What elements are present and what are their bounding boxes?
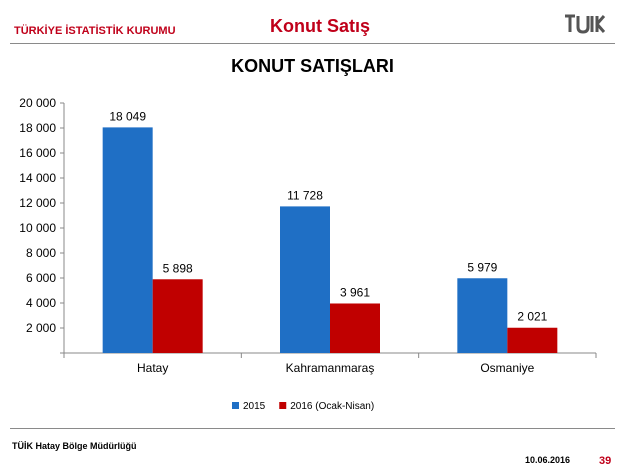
bar (330, 303, 380, 353)
data-label: 18 049 (109, 109, 146, 123)
legend-swatch (232, 402, 239, 409)
bar (507, 327, 558, 353)
y-tick-label: 18 000 (19, 121, 56, 135)
data-label: 3 961 (340, 285, 370, 299)
data-label: 2 021 (517, 310, 547, 324)
y-tick-label: 4 000 (26, 296, 56, 310)
bar (457, 278, 508, 353)
page-number: 39 (599, 455, 612, 467)
bar (152, 279, 203, 353)
data-label: 5 979 (467, 260, 497, 274)
footer-divider (10, 428, 615, 429)
y-tick-label: 6 000 (26, 271, 56, 285)
footer-date: 10.06.2016 (525, 455, 571, 465)
x-tick-label: Hatay (137, 361, 168, 375)
x-tick-label: Osmaniye (480, 361, 534, 375)
y-tick-label: 14 000 (19, 171, 56, 185)
header-divider (10, 43, 615, 44)
data-label: 5 898 (163, 261, 193, 275)
y-tick-label: 16 000 (19, 146, 56, 160)
x-tick-label: Kahramanmaraş (286, 361, 375, 375)
slide-title: Konut Satış (270, 16, 371, 36)
legend-label: 2016 (Ocak-Nisan) (290, 401, 374, 412)
tuik-logo (563, 12, 607, 39)
y-tick-label: 8 000 (26, 246, 56, 260)
y-tick-label: 10 000 (19, 221, 56, 235)
y-tick-label: 20 000 (19, 96, 56, 110)
organization-name: TÜRKİYE İSTATİSTİK KURUMU (14, 25, 176, 37)
bar (280, 206, 330, 353)
legend-swatch (279, 402, 287, 409)
bar (102, 127, 153, 353)
tuik-logo-icon (565, 14, 606, 34)
data-label: 11 728 (287, 188, 323, 202)
footer-office: TÜİK Hatay Bölge Müdürlüğü (12, 441, 137, 451)
y-tick-label: 12 000 (19, 196, 56, 210)
chart-title: KONUT SATIŞLARI (231, 56, 394, 76)
legend-label: 2015 (243, 401, 266, 412)
y-tick-label: 2 000 (26, 321, 56, 335)
